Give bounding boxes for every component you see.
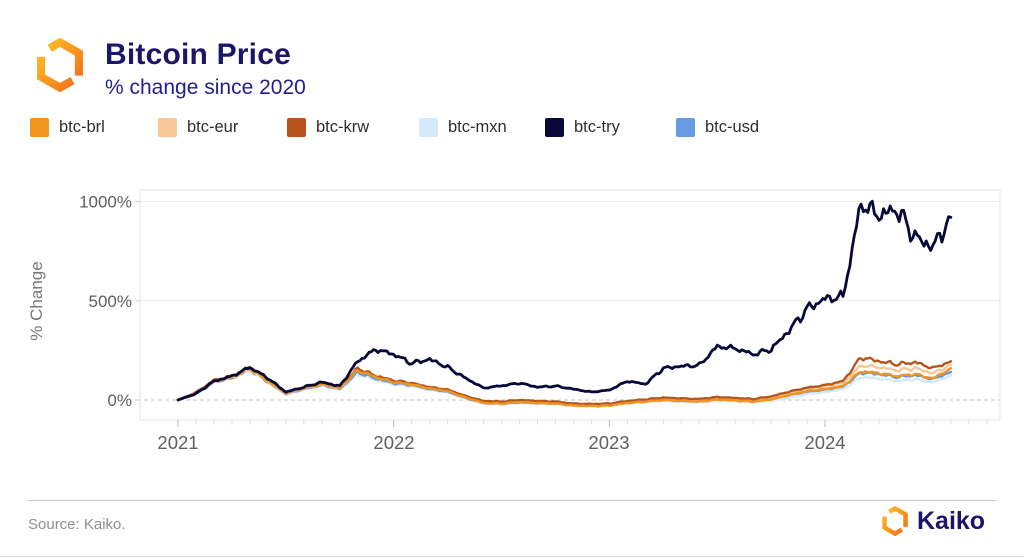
legend-label: btc-mxn xyxy=(448,118,507,136)
kaiko-brand-mark: Kaiko xyxy=(880,506,985,536)
footer-divider xyxy=(28,500,996,501)
legend-item-btc-brl[interactable]: btc-brl xyxy=(30,118,105,137)
legend-item-btc-krw[interactable]: btc-krw xyxy=(287,118,369,137)
page-title: Bitcoin Price xyxy=(105,38,291,71)
legend-swatch-btc-try xyxy=(545,118,564,137)
legend-swatch-btc-krw xyxy=(287,118,306,137)
x-tick-label-2024: 2024 xyxy=(804,432,845,453)
y-tick-label-1000: 1000% xyxy=(79,193,132,212)
series-line-btc-try xyxy=(176,199,953,402)
y-tick-label-0: 0% xyxy=(107,391,132,410)
source-note: Source: Kaiko. xyxy=(28,516,126,533)
legend-label: btc-usd xyxy=(705,118,760,136)
legend-swatch-btc-brl xyxy=(30,118,49,137)
legend-label: btc-krw xyxy=(316,118,370,136)
y-tick-label-500: 500% xyxy=(89,292,132,311)
plot-area xyxy=(139,189,1001,421)
kaiko-logo-icon xyxy=(37,38,83,92)
page-subtitle: % change since 2020 xyxy=(105,76,306,99)
series-lines xyxy=(176,199,953,408)
x-tick-label-2021: 2021 xyxy=(157,432,198,453)
kaiko-logo-icon xyxy=(882,506,908,536)
brand-name: Kaiko xyxy=(917,506,986,535)
chart-legend: btc-brl btc-eur btc-krw btc-mxn btc-try btc-u… xyxy=(0,118,1024,142)
legend-label: btc-try xyxy=(574,118,620,136)
legend-label: btc-brl xyxy=(59,118,105,136)
legend-item-btc-usd[interactable]: btc-usd xyxy=(676,118,759,137)
legend-item-btc-eur[interactable]: btc-eur xyxy=(158,118,238,137)
legend-item-btc-try[interactable]: btc-try xyxy=(545,118,620,137)
x-axis-month-ticks xyxy=(177,420,988,427)
y-axis-title: % Change xyxy=(27,261,46,340)
series-line-btc-brl xyxy=(176,367,953,408)
legend-swatch-btc-eur xyxy=(158,118,177,137)
legend-label: btc-eur xyxy=(187,118,239,136)
legend-swatch-btc-mxn xyxy=(419,118,438,137)
x-tick-label-2022: 2022 xyxy=(373,432,414,453)
x-tick-label-2023: 2023 xyxy=(588,432,629,453)
legend-swatch-btc-usd xyxy=(676,118,695,137)
legend-item-btc-mxn[interactable]: btc-mxn xyxy=(419,118,507,137)
bottom-edge-line xyxy=(0,556,1024,557)
